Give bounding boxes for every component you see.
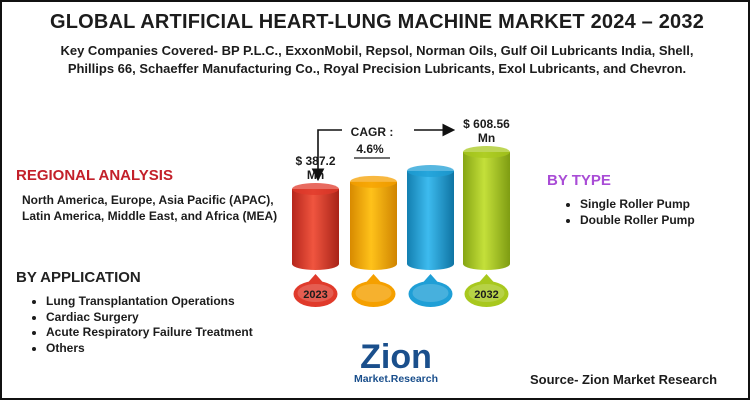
list-item: Double Roller Pump — [580, 213, 748, 229]
bar-3 — [407, 164, 454, 270]
category-badge-2 — [351, 274, 396, 307]
value-label-unit: Mn — [307, 168, 324, 182]
bar-4 — [463, 146, 510, 270]
regional-analysis-text: North America, Europe, Asia Pacific (APA… — [22, 193, 278, 223]
list-item: Acute Respiratory Failure Treatment — [46, 325, 296, 341]
bar-1 — [292, 183, 339, 270]
cagr-left-arrow — [311, 129, 342, 182]
logo-sub-text: Market.Research — [354, 373, 438, 385]
bar-2 — [350, 175, 397, 270]
category-badge-3 — [408, 274, 453, 307]
type-list: Single Roller Pump Double Roller Pump — [550, 197, 748, 229]
value-label: $ 387.2 — [295, 154, 335, 168]
list-item: Single Roller Pump — [580, 197, 748, 213]
by-application-heading: BY APPLICATION — [16, 269, 141, 286]
category-label: 2032 — [474, 289, 498, 301]
list-item: Lung Transplantation Operations — [46, 294, 296, 310]
list-item: Cardiac Surgery — [46, 310, 296, 326]
page-title: GLOBAL ARTIFICIAL HEART-LUNG MACHINE MAR… — [49, 11, 705, 33]
key-companies-subtitle: Key Companies Covered- BP P.L.C., ExxonM… — [60, 43, 694, 76]
category-badge-1 — [293, 274, 338, 307]
value-label: $ 608.56 — [463, 117, 510, 131]
source-note: Source- Zion Market Research — [530, 372, 718, 387]
cagr-value: 4.6% — [356, 142, 384, 156]
zion-logo: Zion Market.Research — [354, 338, 438, 385]
cagr-label: CAGR : — [351, 125, 394, 139]
category-label: 2023 — [303, 289, 327, 301]
application-list: Lung Transplantation Operations Cardiac … — [16, 294, 296, 356]
value-label-unit: Mn — [478, 131, 495, 145]
list-item: Others — [46, 341, 296, 357]
by-type-heading: BY TYPE — [547, 172, 611, 189]
logo-brand-text: Zion — [360, 338, 432, 376]
regional-analysis-heading: REGIONAL ANALYSIS — [16, 167, 173, 184]
category-badge-4 — [464, 274, 509, 307]
